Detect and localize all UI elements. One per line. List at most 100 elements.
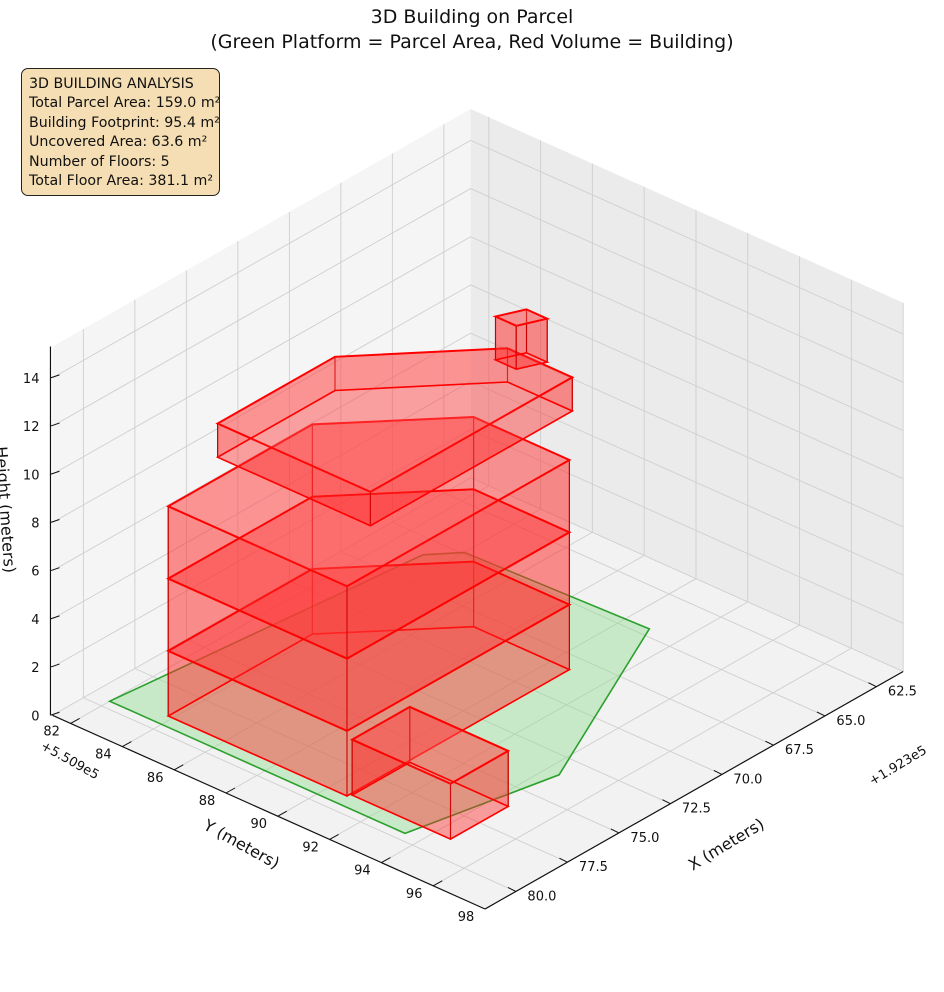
gridline-x-floor <box>340 551 774 746</box>
axis-panes <box>52 109 904 909</box>
axes-layer: 62.565.067.570.072.575.077.580.082848688… <box>23 346 917 925</box>
z-tick-label: 12 <box>23 420 40 435</box>
gridline-y-floor <box>225 555 645 794</box>
x-tick <box>559 857 568 863</box>
info-number-of-floors: Number of Floors: 5 <box>29 153 170 170</box>
x-tick-label: 75.0 <box>630 831 659 846</box>
z-tick-label: 6 <box>31 565 39 580</box>
z-tick <box>50 663 60 668</box>
gridline-z-left <box>52 236 471 475</box>
roof-face <box>349 705 511 785</box>
y-tick <box>484 903 495 910</box>
gridline-y-floor <box>173 531 593 771</box>
gridline-y-floor <box>70 485 490 724</box>
chart-title: 3D Building on Parcel <box>370 6 574 28</box>
info-total-parcel-area: Total Parcel Area: 159.0 m² <box>29 95 221 112</box>
z-tick-label: 14 <box>23 372 40 387</box>
gridline-z-right <box>470 429 904 624</box>
x-tick-label: 72.5 <box>682 802 711 817</box>
y-tick <box>70 717 80 724</box>
floor-pane <box>52 477 904 909</box>
x-axis-label: X (meters) <box>685 814 768 874</box>
x-tick <box>713 770 723 775</box>
y-tick-label: 86 <box>147 771 164 786</box>
gridline-z-right <box>470 332 904 528</box>
gridline-z-left <box>52 477 471 716</box>
z-tick-label: 4 <box>31 613 39 628</box>
base-face <box>492 351 550 371</box>
x-tick-label: 77.5 <box>579 860 608 875</box>
gridline-y-floor <box>381 624 800 863</box>
building-floor-4 <box>215 347 575 527</box>
x-tick <box>662 799 671 805</box>
y-tick <box>122 741 132 748</box>
base-face <box>350 761 510 840</box>
z-tick <box>50 615 60 620</box>
gridline-z-left <box>52 284 471 523</box>
y-tick-label: 90 <box>251 817 268 832</box>
gridline-z-left <box>52 188 471 427</box>
right-wall-pane <box>470 109 904 672</box>
gridline-z-right <box>470 236 904 431</box>
z-tick <box>50 422 60 427</box>
x-tick <box>765 740 774 746</box>
x-tick-label: 65.0 <box>836 714 865 729</box>
gridline-z-right <box>470 139 904 335</box>
gridline-x-floor <box>134 668 568 863</box>
gridline-z-left <box>52 332 471 572</box>
z-tick-label: 2 <box>31 661 39 676</box>
x-axis-line <box>484 670 904 910</box>
z-tick <box>50 374 60 379</box>
x-tick <box>868 682 877 688</box>
z-tick <box>50 567 60 572</box>
roof-face <box>492 308 551 327</box>
gridline-x-floor <box>392 521 826 717</box>
z-tick <box>50 711 60 716</box>
base-face <box>215 381 575 527</box>
y-offset-label: +5.509e5 <box>38 739 102 783</box>
y-tick <box>173 764 184 771</box>
y-tick <box>225 787 236 794</box>
chart-subtitle: (Green Platform = Parcel Area, Red Volum… <box>210 31 734 53</box>
roof-face <box>165 415 572 588</box>
gridline-x-floor <box>186 638 620 834</box>
building-layer <box>165 308 575 841</box>
roof-face <box>215 347 575 494</box>
x-tick <box>507 887 517 892</box>
gridline-x-floor <box>443 492 877 688</box>
building-annex <box>349 705 511 841</box>
y-tick-label: 98 <box>458 910 475 925</box>
building-floor-3 <box>165 415 572 660</box>
building-analysis-box: 3D BUILDING ANALYSIS Total Parcel Area: … <box>21 68 220 196</box>
z-axis-label: Height (meters) <box>0 446 19 574</box>
y-tick-label: 88 <box>199 794 216 809</box>
gridline-z-left <box>52 139 471 379</box>
y-tick-label: 84 <box>95 748 112 763</box>
x-tick <box>816 711 826 717</box>
info-total-floor-area: Total Floor Area: 381.1 m² <box>29 173 214 190</box>
parcel-platform <box>107 551 651 835</box>
x-tick <box>610 828 620 834</box>
z-tick <box>50 470 60 475</box>
y-axis-line <box>52 714 486 910</box>
y-tick-label: 82 <box>43 724 60 739</box>
y-tick <box>432 880 443 887</box>
z-tick-label: 10 <box>23 468 40 483</box>
y-tick <box>329 833 339 840</box>
x-tick-label: 80.0 <box>527 889 556 904</box>
y-tick <box>277 810 288 817</box>
x-tick-label: 70.0 <box>733 772 762 787</box>
gridline-z-right <box>470 477 904 672</box>
base-face <box>166 625 572 797</box>
left-wall-pane <box>52 109 471 716</box>
z-tick <box>50 519 60 523</box>
y-tick-label: 92 <box>302 840 319 855</box>
gridline-y-floor <box>122 508 541 747</box>
info-building-footprint: Building Footprint: 95.4 m² <box>29 114 220 131</box>
gridline-y-floor <box>432 647 852 887</box>
z-tick-label: 8 <box>31 516 39 531</box>
y-tick <box>381 857 391 864</box>
gridline-z-right <box>470 188 904 383</box>
gridline-x-floor <box>289 580 723 775</box>
